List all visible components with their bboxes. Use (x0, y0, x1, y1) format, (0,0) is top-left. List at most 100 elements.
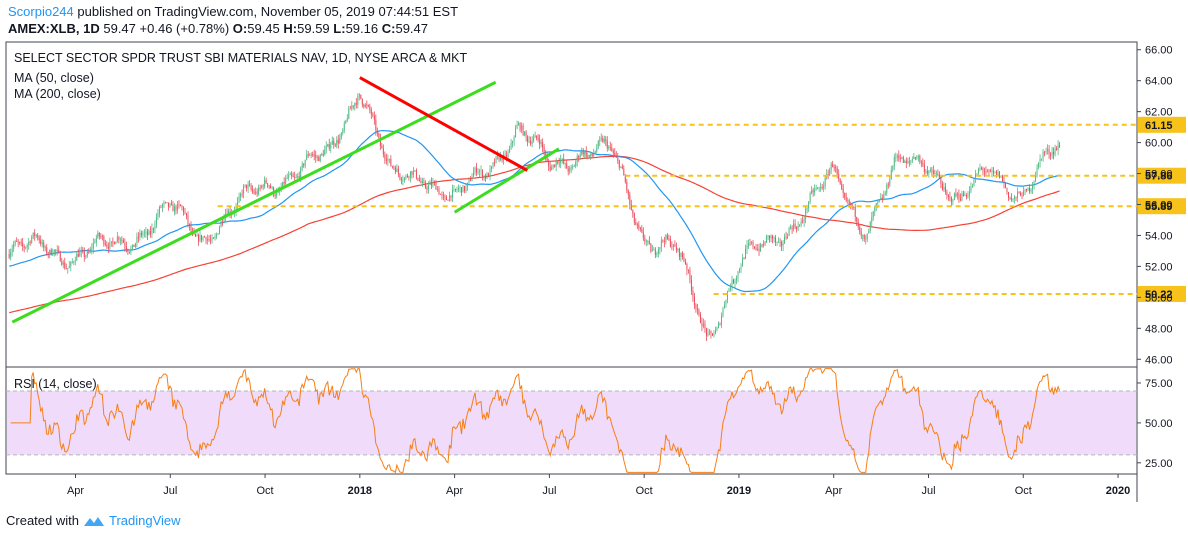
candle-body (207, 238, 209, 241)
candle-body (255, 191, 257, 194)
candle-body (872, 211, 874, 218)
candle-body (672, 244, 674, 247)
candle-body (684, 260, 686, 265)
candle-body (662, 240, 664, 242)
candle-body (824, 177, 826, 187)
candle-body (184, 212, 186, 214)
candle-body (539, 139, 541, 145)
candle-body (994, 171, 996, 173)
candle-body (701, 322, 703, 327)
candle-body (645, 241, 647, 242)
candle-body (454, 189, 456, 190)
candle-body (935, 173, 937, 175)
candle-body (799, 225, 801, 226)
candle-body (752, 241, 754, 247)
candle-body (38, 238, 40, 241)
candle-body (339, 137, 341, 144)
candle-body (507, 152, 509, 158)
candle-body (863, 235, 865, 240)
open-label: O: (232, 21, 248, 36)
candle-body (1001, 175, 1003, 182)
candle-body (629, 194, 631, 205)
candle-body (790, 227, 792, 229)
candle-body (131, 244, 133, 249)
candle-body (929, 169, 931, 172)
candle-body (964, 195, 966, 196)
tradingview-logo-icon (83, 516, 104, 526)
candle-body (702, 323, 704, 327)
candle-body (8, 254, 10, 258)
low-value: 59.16 (345, 21, 379, 36)
candle-body (44, 247, 46, 249)
candle-body (839, 178, 841, 185)
candle-body (944, 187, 946, 192)
candle-body (540, 142, 542, 145)
candle-body (10, 252, 12, 258)
candle-body (917, 156, 919, 158)
candle-body (638, 224, 640, 228)
candle-body (301, 164, 303, 169)
candle-body (1044, 151, 1046, 153)
candle-body (113, 242, 115, 245)
candle-body (958, 193, 960, 199)
candle-body (331, 140, 333, 145)
candle-body (160, 207, 162, 208)
candle-body (315, 155, 317, 158)
candle-body (793, 223, 795, 230)
candle-body (817, 187, 819, 189)
candle-body (766, 236, 768, 243)
candle-body (632, 209, 634, 214)
candle-body (1047, 149, 1049, 151)
candle-body (868, 231, 870, 234)
candle-body (729, 287, 731, 289)
candle-body (992, 170, 994, 173)
candle-body (79, 252, 81, 257)
candle-body (815, 188, 817, 189)
candle-body (1006, 188, 1008, 192)
candle-body (140, 232, 142, 235)
candle-body (417, 177, 419, 181)
candle-body (16, 241, 18, 242)
candle-body (642, 231, 644, 239)
candle-body (797, 225, 799, 230)
candle-body (470, 179, 472, 181)
candle-body (82, 251, 84, 252)
candle-body (690, 280, 692, 291)
candle-body (438, 188, 440, 195)
candle-body (572, 166, 574, 168)
candle-body (289, 173, 291, 175)
candle-body (14, 241, 16, 245)
candle-body (823, 186, 825, 189)
candle-body (370, 110, 372, 115)
candle-body (445, 197, 447, 200)
candle-body (145, 231, 147, 233)
candle-body (130, 248, 132, 253)
author-link[interactable]: Scorpio244 (8, 4, 74, 19)
candle-body (321, 153, 323, 155)
candle-body (717, 323, 719, 328)
candle-body (988, 170, 990, 172)
price-tick-label: 60.00 (1145, 138, 1173, 150)
candle-body (857, 221, 859, 228)
candle-body (866, 233, 868, 239)
candle-body (576, 156, 578, 162)
tradingview-brand-link[interactable]: TradingView (108, 513, 181, 528)
candle-body (258, 187, 260, 195)
candle-body (450, 195, 452, 198)
candle-body (196, 234, 198, 237)
candle-body (444, 196, 446, 198)
candle-body (716, 327, 718, 331)
candle-body (934, 173, 936, 175)
candle-body (1003, 181, 1005, 184)
candle-body (100, 236, 102, 237)
candle-body (489, 168, 491, 177)
indicator-label: MA (50, close) (14, 71, 94, 85)
candle-body (235, 205, 237, 212)
candle-body (164, 202, 166, 203)
candle-body (399, 173, 401, 179)
candle-body (415, 170, 417, 178)
candle-body (297, 176, 299, 178)
candle-body (185, 213, 187, 216)
candle-body (351, 105, 353, 109)
